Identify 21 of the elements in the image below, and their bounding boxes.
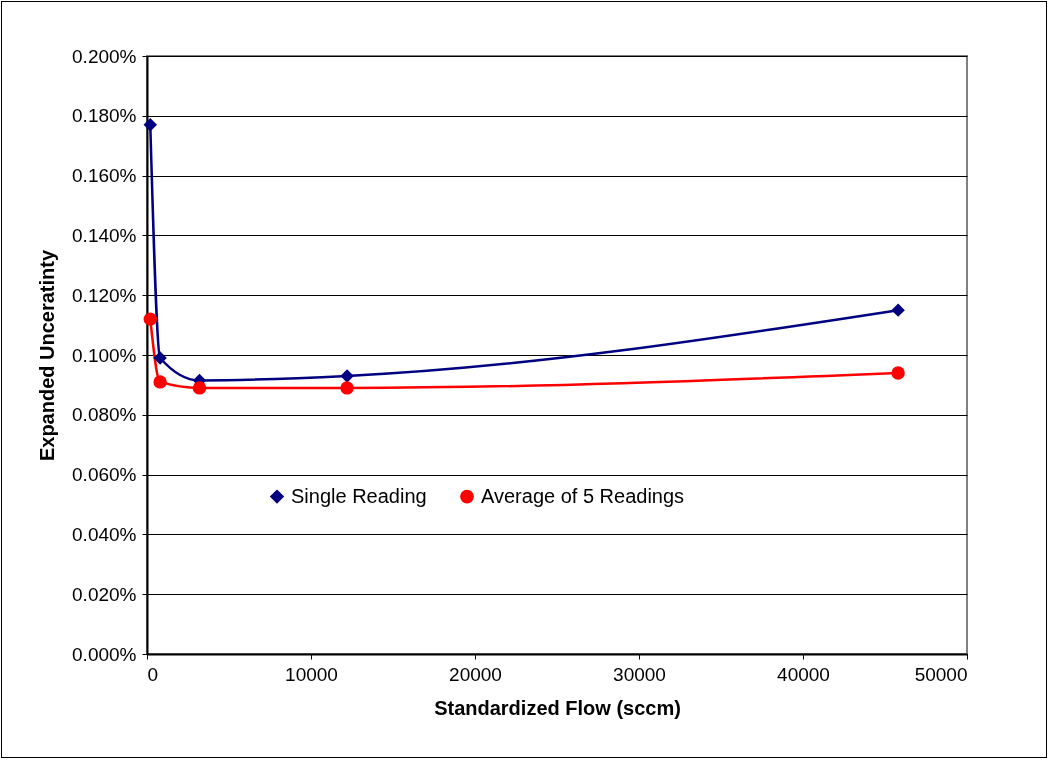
y-tick-label: 0.100%	[72, 344, 137, 366]
y-tick-label: 0.040%	[72, 523, 137, 545]
x-tick-label: 20000	[449, 663, 502, 685]
x-tick-label: 0	[147, 663, 159, 685]
legend-label: Average of 5 Readings	[481, 484, 685, 507]
y-tick-label: 0.060%	[72, 464, 137, 486]
y-tick-label: 0.120%	[72, 284, 137, 306]
y-tick-label: 0.180%	[72, 105, 137, 127]
y-tick-label: 0.160%	[72, 165, 137, 187]
x-axis-title: Standardized Flow (sccm)	[434, 696, 681, 719]
x-tick-label: 50000	[914, 663, 968, 685]
y-tick-label: 0.140%	[72, 224, 137, 246]
y-tick-label: 0.200%	[72, 45, 137, 67]
x-tick-label: 30000	[613, 663, 666, 685]
x-tick-label: 10000	[285, 663, 338, 685]
y-axis-title: Expanded Unceratinty	[36, 249, 59, 462]
y-tick-label: 0.080%	[72, 404, 137, 426]
y-tick-label: 0.000%	[72, 643, 137, 665]
legend-label: Single Reading	[291, 484, 427, 507]
y-tick-label: 0.020%	[72, 583, 137, 605]
x-tick-label: 40000	[777, 663, 830, 685]
